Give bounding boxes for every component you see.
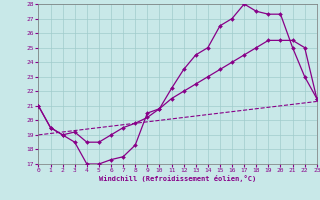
X-axis label: Windchill (Refroidissement éolien,°C): Windchill (Refroidissement éolien,°C) — [99, 175, 256, 182]
